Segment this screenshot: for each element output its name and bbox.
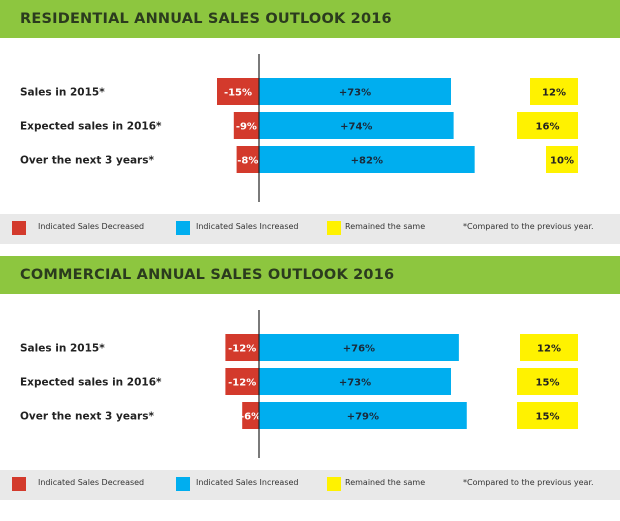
bar-same	[517, 112, 578, 139]
category-label: Sales in 2015*	[20, 87, 105, 99]
category-label: Over the next 3 years*	[20, 411, 154, 423]
bar-same	[517, 402, 578, 429]
bar-same-label: 15%	[536, 378, 560, 389]
residential-title: RESIDENTIAL ANNUAL SALES OUTLOOK 2016	[0, 0, 620, 38]
commercial-title: COMMERCIAL ANNUAL SALES OUTLOOK 2016	[0, 256, 620, 294]
legend-decreased-label: Indicated Sales Decreased	[38, 222, 145, 231]
legend-same-swatch	[327, 221, 341, 235]
bar-decreased-label: -12%	[228, 344, 256, 355]
bar-same	[530, 78, 578, 105]
bar-increased-label: +79%	[347, 412, 379, 423]
bar-decreased-label: -6%	[240, 412, 261, 423]
residential-chart-svg: Sales in 2015* -15% +73% 12% Expected sales …	[20, 54, 578, 202]
legend-increased-label: Indicated Sales Increased	[196, 222, 299, 231]
residential-legend: Indicated Sales Decreased Indicated Sale…	[0, 214, 620, 244]
bar-decreased-label: -8%	[237, 156, 258, 167]
commercial-chart: Sales in 2015* -12% +76% 12% Expected sales …	[0, 294, 620, 458]
bar-increased	[259, 112, 454, 139]
bar-same-label: 16%	[536, 122, 560, 133]
legend-decreased-swatch	[12, 221, 26, 235]
legend-same-label: Remained the same	[345, 478, 426, 487]
bar-increased-label: +73%	[339, 88, 371, 99]
bar-decreased-label: -12%	[228, 378, 256, 389]
legend-same-swatch	[327, 477, 341, 491]
bar-decreased	[233, 112, 259, 139]
legend-increased-swatch	[176, 221, 190, 235]
commercial-chart-svg: Sales in 2015* -12% +76% 12% Expected sales …	[20, 310, 578, 458]
bar-increased-label: +74%	[340, 122, 372, 133]
legend-decreased-swatch	[12, 477, 26, 491]
bar-same-label: 12%	[537, 344, 561, 355]
legend-note: *Compared to the previous year.	[463, 478, 594, 487]
category-label: Expected sales in 2016*	[20, 121, 162, 133]
bar-same-label: 15%	[536, 412, 560, 423]
bar-increased-label: +82%	[351, 156, 383, 167]
bar-increased	[259, 402, 467, 429]
bar-same	[546, 146, 578, 173]
bar-same	[517, 368, 578, 395]
category-label: Expected sales in 2016*	[20, 377, 162, 389]
legend-same-label: Remained the same	[345, 222, 426, 231]
bar-decreased	[236, 146, 259, 173]
legend-increased-label: Indicated Sales Increased	[196, 478, 299, 487]
bar-increased	[259, 368, 451, 395]
bar-same-label: 12%	[542, 88, 566, 99]
bar-decreased	[225, 368, 259, 395]
legend-increased-swatch	[176, 477, 190, 491]
bar-increased	[259, 78, 451, 105]
legend-decreased-label: Indicated Sales Decreased	[38, 478, 145, 487]
bar-decreased	[242, 402, 259, 429]
residential-chart: Sales in 2015* -15% +73% 12% Expected sales …	[0, 38, 620, 202]
bar-same	[520, 334, 578, 361]
bar-same-label: 10%	[550, 156, 574, 167]
bar-increased	[259, 334, 459, 361]
bar-decreased	[225, 334, 259, 361]
category-label: Sales in 2015*	[20, 343, 105, 355]
commercial-legend: Indicated Sales Decreased Indicated Sale…	[0, 470, 620, 500]
bar-increased-label: +73%	[339, 378, 371, 389]
category-label: Over the next 3 years*	[20, 155, 154, 167]
bar-decreased	[217, 78, 259, 105]
bar-increased-label: +76%	[343, 344, 375, 355]
bar-increased	[259, 146, 475, 173]
legend-note: *Compared to the previous year.	[463, 222, 594, 231]
bar-decreased-label: -9%	[236, 122, 257, 133]
bar-decreased-label: -15%	[224, 88, 252, 99]
